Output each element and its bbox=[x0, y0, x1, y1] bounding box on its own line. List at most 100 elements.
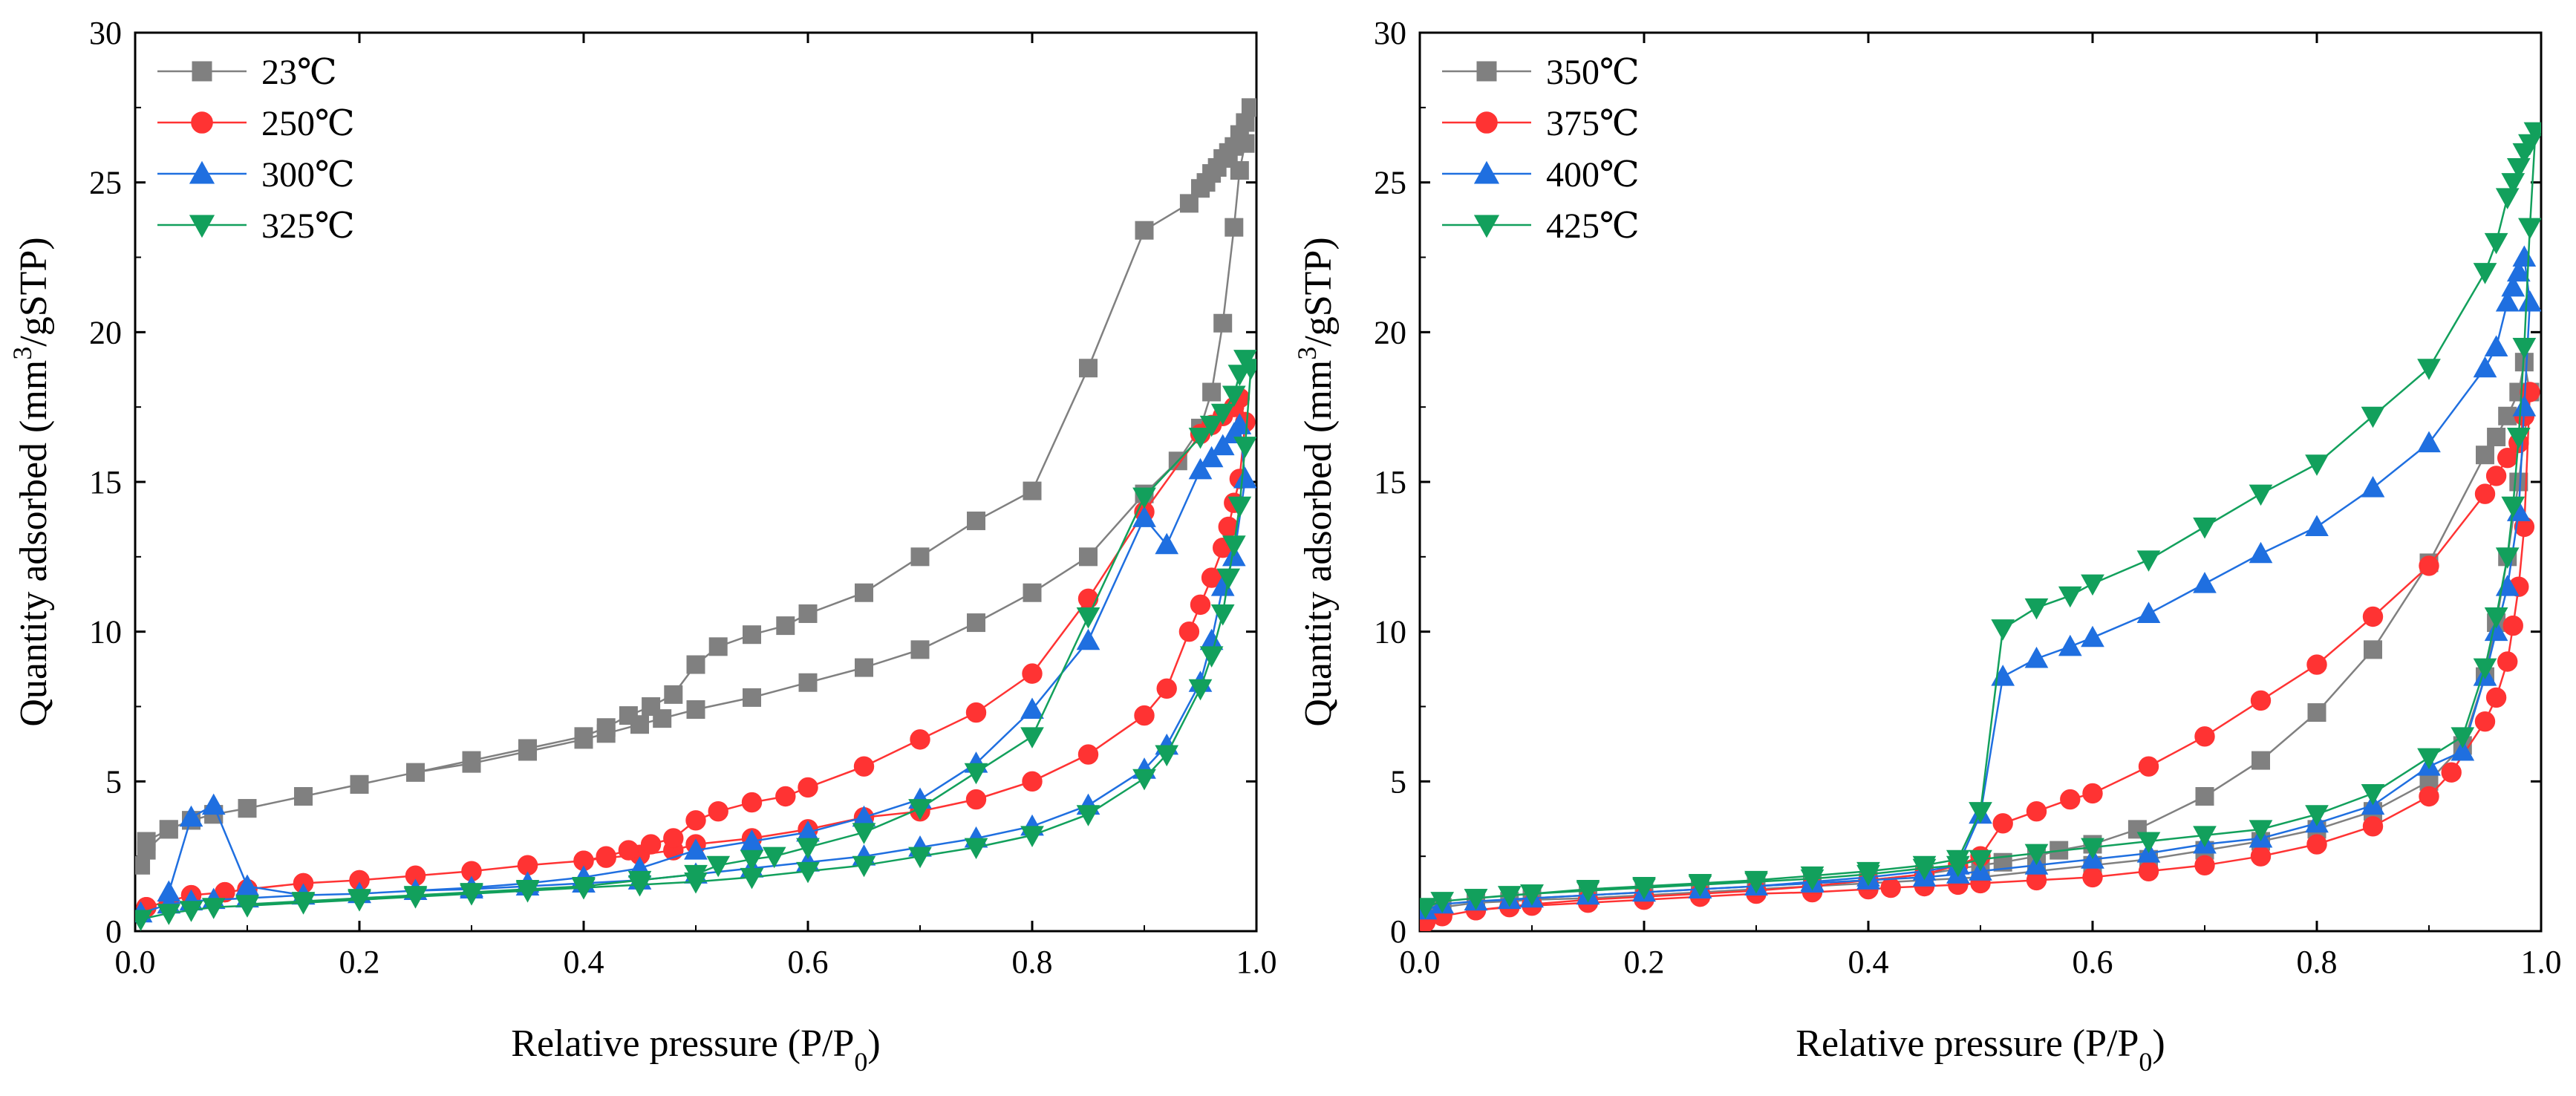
data-point bbox=[2441, 762, 2462, 783]
data-point bbox=[964, 838, 988, 860]
y-tick-label: 20 bbox=[1374, 314, 1406, 350]
y-tick-label: 20 bbox=[89, 314, 122, 350]
data-point bbox=[2509, 472, 2528, 492]
data-point bbox=[1230, 161, 1249, 180]
data-point bbox=[157, 904, 181, 925]
data-point bbox=[1992, 813, 2013, 834]
data-point bbox=[350, 774, 369, 794]
data-point bbox=[684, 864, 708, 887]
data-point bbox=[910, 729, 930, 750]
x-axis-label: Relative pressure (P/P0) bbox=[511, 1022, 880, 1077]
data-point bbox=[1969, 802, 1992, 823]
data-point bbox=[1132, 506, 1156, 527]
data-point bbox=[2473, 356, 2497, 378]
data-point bbox=[1632, 877, 1656, 898]
data-point bbox=[1856, 861, 1880, 884]
data-point bbox=[2512, 338, 2537, 359]
y-tick-label: 30 bbox=[89, 15, 122, 51]
data-point bbox=[967, 613, 985, 633]
data-point bbox=[1210, 604, 1235, 626]
data-point bbox=[291, 892, 316, 913]
data-point bbox=[2138, 756, 2159, 777]
data-point bbox=[741, 792, 763, 813]
data-point bbox=[2250, 690, 2272, 711]
data-point bbox=[2193, 518, 2217, 539]
legend-label: 400℃ bbox=[1546, 155, 1640, 195]
data-point bbox=[406, 763, 425, 782]
data-point bbox=[1227, 365, 1252, 386]
y-tick-label: 30 bbox=[1374, 15, 1406, 51]
x-tick-label: 0.2 bbox=[1624, 944, 1665, 980]
series-line bbox=[146, 395, 1247, 908]
data-point bbox=[740, 849, 764, 872]
data-point bbox=[1210, 403, 1235, 425]
data-point bbox=[853, 756, 875, 777]
data-point bbox=[179, 901, 203, 922]
data-point bbox=[2484, 232, 2508, 255]
series-4 bbox=[135, 350, 1256, 931]
y-axis-label: Quantity adsorbed (mm3/gSTP) bbox=[7, 237, 55, 726]
legend-entry-2: 375℃ bbox=[1442, 104, 1640, 143]
data-point bbox=[1946, 849, 1970, 872]
data-point bbox=[855, 583, 873, 602]
data-point bbox=[137, 832, 156, 851]
data-point bbox=[2361, 406, 2385, 428]
data-point bbox=[2024, 646, 2049, 668]
data-point bbox=[708, 800, 728, 822]
y-tick-label: 15 bbox=[1374, 464, 1406, 500]
legend-entry-1: 23℃ bbox=[157, 53, 337, 92]
data-point bbox=[2495, 547, 2520, 569]
legend-label: 375℃ bbox=[1546, 104, 1640, 143]
data-point bbox=[1576, 880, 1600, 901]
data-point bbox=[1076, 628, 1100, 650]
data-point bbox=[1430, 892, 1455, 913]
data-point bbox=[1199, 646, 1224, 668]
data-point bbox=[201, 793, 226, 815]
y-tick-label: 0 bbox=[105, 913, 122, 950]
data-point bbox=[627, 870, 652, 893]
data-point bbox=[798, 673, 818, 692]
series-1 bbox=[135, 98, 1256, 875]
x-tick-label: 1.0 bbox=[1236, 944, 1277, 980]
data-point bbox=[1079, 359, 1098, 378]
data-point bbox=[1991, 665, 2015, 686]
data-point bbox=[2484, 335, 2508, 356]
data-point bbox=[1020, 697, 1044, 720]
data-point bbox=[2194, 855, 2215, 875]
data-point bbox=[2518, 290, 2541, 312]
data-point bbox=[1023, 481, 1042, 500]
data-point bbox=[2193, 572, 2217, 593]
series-1 bbox=[1420, 353, 2540, 923]
data-point bbox=[2417, 431, 2441, 453]
data-point bbox=[460, 883, 483, 904]
data-point bbox=[2024, 598, 2049, 620]
chart-panel-2: 0.0 0.2 0.4 0.6 0.8 1.0 0 5 10 15 20 25 30 Relative p… bbox=[1292, 15, 2562, 1077]
data-point bbox=[1744, 870, 1768, 893]
legend-marker bbox=[189, 160, 215, 184]
data-point bbox=[1880, 877, 1901, 898]
data-point bbox=[2058, 586, 2082, 608]
x-tick-label: 0.2 bbox=[339, 944, 380, 980]
data-point bbox=[2082, 783, 2103, 804]
data-point bbox=[796, 838, 820, 860]
data-point bbox=[294, 787, 313, 806]
data-point bbox=[462, 751, 481, 770]
data-point bbox=[2518, 218, 2541, 240]
data-point bbox=[2495, 290, 2520, 312]
data-point bbox=[663, 828, 684, 849]
data-point bbox=[1800, 866, 1825, 888]
series-4 bbox=[1420, 122, 2541, 919]
data-point bbox=[135, 910, 153, 931]
data-point bbox=[910, 547, 930, 567]
y-tick-label: 10 bbox=[1374, 614, 1406, 650]
data-point bbox=[2419, 786, 2439, 807]
data-point bbox=[2306, 834, 2327, 855]
data-point bbox=[1199, 446, 1224, 468]
data-point bbox=[2506, 158, 2531, 180]
data-point bbox=[2361, 476, 2385, 498]
data-point bbox=[1969, 849, 1992, 872]
data-point bbox=[2138, 861, 2159, 882]
x-tick-label: 0.4 bbox=[1848, 944, 1889, 980]
data-point bbox=[596, 718, 616, 737]
